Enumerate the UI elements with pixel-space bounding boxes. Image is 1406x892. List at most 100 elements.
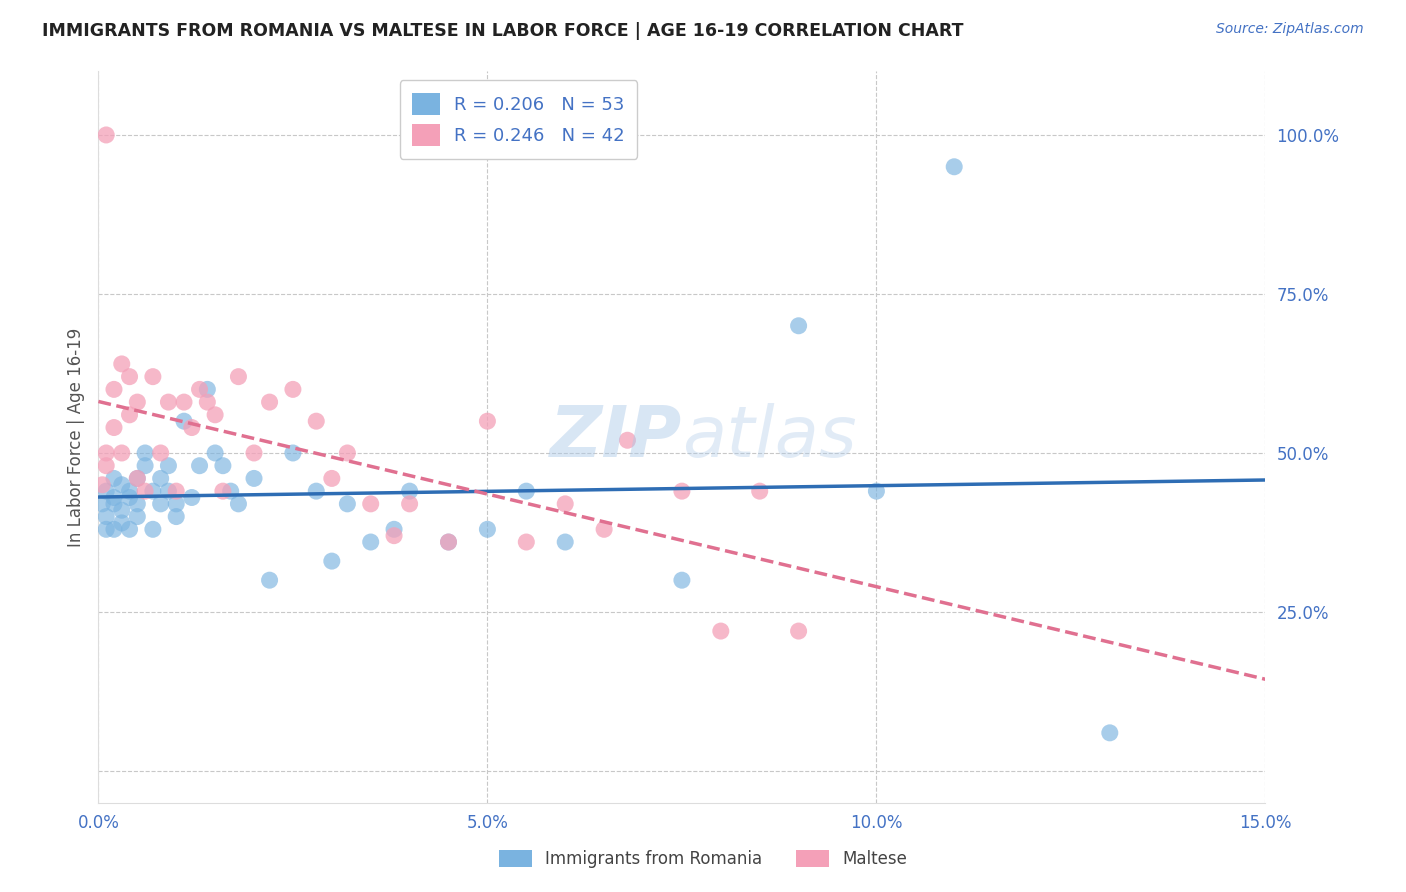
Point — [157, 458, 180, 473]
Point — [671, 573, 693, 587]
Point — [127, 497, 149, 511]
Point — [212, 484, 235, 499]
Point — [142, 484, 165, 499]
Point — [1098, 726, 1121, 740]
Y-axis label: In Labor Force | Age 16-19: In Labor Force | Age 16-19 — [66, 327, 84, 547]
Text: atlas: atlas — [682, 402, 856, 472]
Point — [111, 357, 134, 371]
Point — [398, 484, 420, 499]
Point — [134, 484, 156, 499]
Point — [111, 477, 134, 491]
Point — [748, 484, 770, 499]
Point — [212, 458, 235, 473]
Text: ZIP: ZIP — [550, 402, 682, 472]
Point — [515, 535, 537, 549]
Point — [188, 458, 211, 473]
Point — [787, 318, 810, 333]
Point — [204, 446, 226, 460]
Point — [118, 408, 141, 422]
Point — [103, 420, 125, 434]
Point — [787, 624, 810, 638]
Point — [103, 383, 125, 397]
Point — [515, 484, 537, 499]
Point — [360, 535, 382, 549]
Point — [259, 573, 281, 587]
Legend: R = 0.206   N = 53, R = 0.246   N = 42: R = 0.206 N = 53, R = 0.246 N = 42 — [399, 80, 637, 159]
Point — [593, 522, 616, 536]
Point — [103, 491, 125, 505]
Point — [228, 369, 250, 384]
Point — [336, 497, 359, 511]
Point — [96, 446, 118, 460]
Point — [127, 471, 149, 485]
Point — [142, 522, 165, 536]
Point — [96, 128, 118, 142]
Point — [616, 434, 638, 448]
Point — [165, 509, 187, 524]
Point — [305, 414, 328, 428]
Point — [91, 477, 114, 491]
Point — [142, 369, 165, 384]
Point — [118, 522, 141, 536]
Point — [96, 458, 118, 473]
Point — [180, 491, 202, 505]
Point — [437, 535, 460, 549]
Point — [360, 497, 382, 511]
Point — [134, 446, 156, 460]
Point — [118, 369, 141, 384]
Text: IMMIGRANTS FROM ROMANIA VS MALTESE IN LABOR FORCE | AGE 16-19 CORRELATION CHART: IMMIGRANTS FROM ROMANIA VS MALTESE IN LA… — [42, 22, 963, 40]
Point — [127, 509, 149, 524]
Point — [281, 446, 304, 460]
Point — [165, 484, 187, 499]
Point — [118, 484, 141, 499]
Point — [243, 446, 266, 460]
Point — [180, 420, 202, 434]
Point — [103, 522, 125, 536]
Point — [382, 529, 405, 543]
Point — [157, 395, 180, 409]
Point — [157, 484, 180, 499]
Point — [111, 446, 134, 460]
Point — [336, 446, 359, 460]
Point — [281, 383, 304, 397]
Point — [173, 414, 195, 428]
Point — [195, 383, 218, 397]
Point — [710, 624, 733, 638]
Point — [477, 522, 499, 536]
Point — [149, 497, 172, 511]
Point — [149, 446, 172, 460]
Point — [165, 497, 187, 511]
Point — [96, 522, 118, 536]
Point — [259, 395, 281, 409]
Point — [554, 497, 576, 511]
Point — [321, 554, 343, 568]
Point — [173, 395, 195, 409]
Text: Source: ZipAtlas.com: Source: ZipAtlas.com — [1216, 22, 1364, 37]
Point — [204, 408, 226, 422]
Point — [382, 522, 405, 536]
Point — [671, 484, 693, 499]
Point — [398, 497, 420, 511]
Point — [127, 471, 149, 485]
Point — [188, 383, 211, 397]
Point — [554, 535, 576, 549]
Point — [865, 484, 887, 499]
Point — [243, 471, 266, 485]
Point — [111, 516, 134, 530]
Point — [437, 535, 460, 549]
Point — [321, 471, 343, 485]
Point — [477, 414, 499, 428]
Point — [96, 509, 118, 524]
Point — [195, 395, 218, 409]
Point — [118, 491, 141, 505]
Point — [219, 484, 242, 499]
Point — [127, 395, 149, 409]
Legend: Immigrants from Romania, Maltese: Immigrants from Romania, Maltese — [492, 843, 914, 875]
Point — [96, 484, 118, 499]
Point — [228, 497, 250, 511]
Point — [91, 497, 114, 511]
Point — [149, 471, 172, 485]
Point — [103, 471, 125, 485]
Point — [111, 503, 134, 517]
Point — [943, 160, 966, 174]
